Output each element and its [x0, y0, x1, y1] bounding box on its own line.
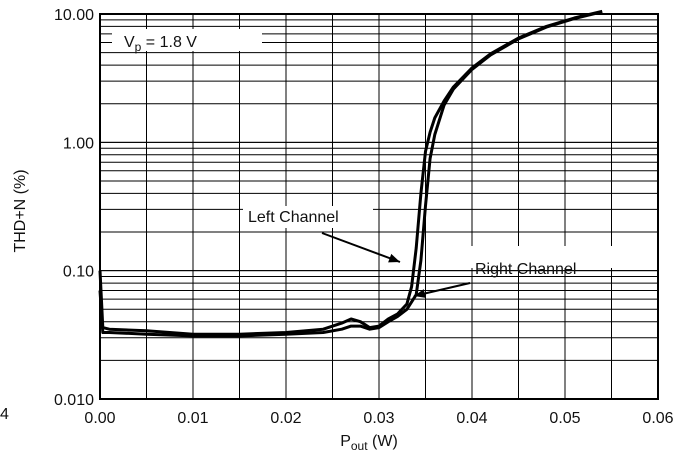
annotation-arrowhead	[388, 253, 400, 263]
y-axis-label: THD+N (%)	[12, 169, 29, 252]
annotation-label-box	[243, 206, 373, 228]
x-axis-label-subscript: out	[351, 439, 368, 453]
x-axis-label-main: P	[340, 433, 351, 450]
y-tick-label: 0.10	[63, 264, 94, 281]
condition-label: Vp = 1.8 V	[112, 29, 262, 54]
x-tick-label: 0.01	[177, 410, 208, 427]
y-tick-label: 0.010	[54, 392, 94, 409]
x-tick-label: 0.06	[642, 410, 673, 427]
annotation-label-box	[468, 246, 618, 268]
annotations: Left Channel Right Channel	[243, 206, 618, 298]
x-tick-label: 0.04	[456, 410, 487, 427]
plot-frame	[99, 13, 659, 400]
annotation-arrow-line	[321, 232, 401, 263]
x-axis-label: Pout (W)	[340, 433, 398, 453]
condition-label-box	[112, 29, 262, 51]
condition-label-text: Vp = 1.8 V	[124, 34, 197, 54]
annotation-label: Right Channel	[475, 261, 576, 278]
annotation-arrowhead	[414, 289, 426, 298]
x-tick-label: 0.02	[270, 410, 301, 427]
condition-label-subscript: p	[135, 40, 142, 54]
stray-tick-label: 4	[0, 406, 9, 423]
x-tick-label: 0.05	[549, 410, 580, 427]
x-tick-label: 0.03	[363, 410, 394, 427]
series-layer	[98, 9, 603, 338]
condition-label-prefix: V	[124, 34, 135, 51]
y-tick-label: 10.00	[54, 7, 94, 24]
x-tick-label: 0.00	[84, 410, 115, 427]
annotation-label: Left Channel	[248, 209, 339, 226]
condition-label-suffix: = 1.8 V	[141, 34, 197, 51]
series-line-right-channel	[98, 10, 603, 338]
x-axis-label-units: (W)	[372, 433, 398, 450]
tick-labels: 0.00 0.01 0.02 0.03 0.04 0.05 0.06 0.010 0.10 1.0…	[54, 7, 674, 427]
y-tick-label: 1.00	[63, 135, 94, 152]
